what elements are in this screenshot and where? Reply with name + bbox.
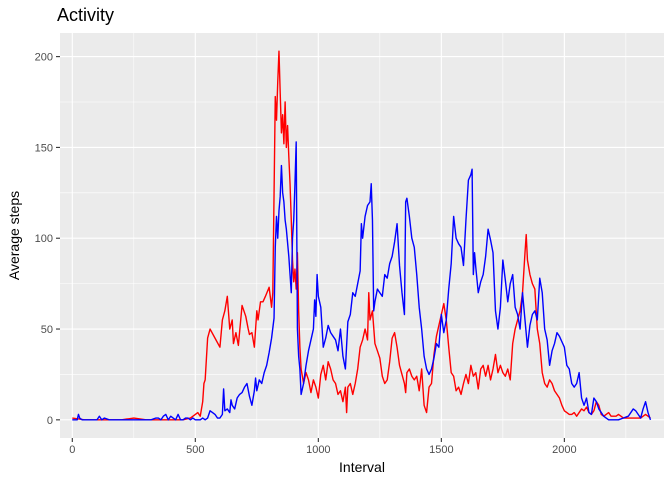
x-tick-label: 1000 — [306, 444, 330, 456]
y-axis-label: Average steps — [6, 191, 22, 280]
x-tick-label: 500 — [186, 444, 204, 456]
y-tick-label: 50 — [41, 324, 53, 336]
y-tick-label: 150 — [35, 142, 53, 154]
minor-gridlines — [60, 33, 664, 438]
series-line-2 — [72, 141, 652, 421]
x-axis-label: Interval — [339, 459, 385, 475]
x-tick-label: 2000 — [552, 444, 576, 456]
y-tick-label: 100 — [35, 233, 53, 245]
chart-title: Activity — [57, 5, 114, 25]
series-line-1 — [72, 50, 651, 421]
x-tick-label: 1500 — [429, 444, 453, 456]
x-axis: 0 500 1000 1500 2000 — [69, 438, 577, 456]
y-tick-label: 0 — [47, 415, 53, 427]
y-axis: 0 50 100 150 200 — [35, 52, 60, 427]
y-tick-label: 200 — [35, 52, 53, 64]
major-gridlines — [60, 33, 664, 438]
x-tick-label: 0 — [69, 444, 75, 456]
series-layer — [72, 50, 652, 421]
